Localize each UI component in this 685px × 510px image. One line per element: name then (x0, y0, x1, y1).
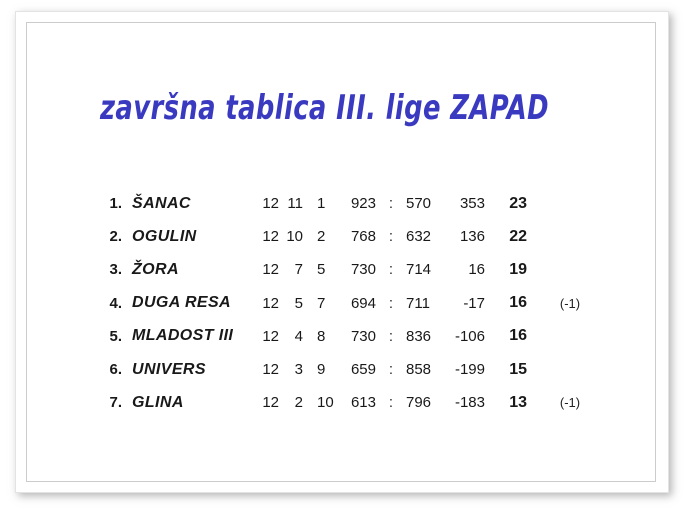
cell-penalty: (-1) (559, 295, 581, 311)
table-row: 5. MLADOST III 12 4 8 730:836 -106 16 (0, 320, 685, 353)
cell-score_for: 923 (350, 195, 376, 213)
score-separator: : (388, 361, 394, 379)
cell-played: 12 (262, 361, 279, 379)
page-title: završna tablica III. lige ZAPAD (100, 88, 549, 128)
table-row: 3. ŽORA 12 7 5 730:714 16 19 (0, 253, 685, 286)
cell-played: 12 (262, 294, 279, 312)
cell-team: MLADOST III (132, 327, 234, 345)
table-row: 7. GLINA 12 2 10 613:796 -183 13 (-1) (0, 386, 685, 419)
cell-team: OGULIN (132, 227, 197, 245)
cell-diff: -183 (454, 394, 485, 412)
cell-points: 22 (509, 227, 527, 245)
cell-team: UNIVERS (132, 360, 206, 378)
cell-losses: 10 (317, 394, 334, 412)
cell-losses: 5 (317, 261, 326, 279)
score-separator: : (388, 294, 394, 312)
cell-losses: 7 (317, 294, 326, 312)
cell-points: 15 (509, 360, 527, 378)
photo-frame (15, 11, 669, 493)
score-separator: : (388, 327, 394, 345)
cell-played: 12 (262, 228, 279, 246)
cell-score_against: 858 (406, 361, 432, 379)
cell-score_for: 768 (350, 228, 376, 246)
standings-table: 1. ŠANAC 12 11 1 923:570 353 23 2. OGULIN 12 10 2 768… (0, 187, 685, 419)
cell-wins: 2 (294, 394, 303, 412)
cell-rank: 7. (109, 394, 122, 412)
cell-penalty: (-1) (559, 395, 581, 411)
cell-rank: 4. (109, 294, 122, 312)
cell-played: 12 (262, 261, 279, 279)
cell-score_against: 796 (406, 394, 432, 412)
cell-played: 12 (262, 327, 279, 345)
cell-losses: 8 (317, 327, 326, 345)
cell-team: GLINA (132, 393, 184, 411)
cell-diff: 136 (459, 228, 485, 246)
cell-score_against: 836 (406, 327, 432, 345)
cell-rank: 2. (109, 228, 122, 246)
cell-score_for: 730 (350, 261, 376, 279)
cell-team: DUGA RESA (132, 294, 232, 312)
cell-score_against: 570 (406, 195, 432, 213)
cell-score_for: 613 (350, 394, 376, 412)
cell-score_against: 632 (406, 228, 432, 246)
table-row: 4. DUGA RESA 12 5 7 694:711 -17 16 (-1) (0, 287, 685, 320)
cell-points: 19 (509, 260, 527, 278)
cell-wins: 11 (287, 195, 303, 213)
cell-points: 16 (509, 327, 527, 345)
cell-diff: 16 (468, 261, 485, 279)
cell-wins: 3 (294, 361, 303, 379)
cell-played: 12 (262, 394, 279, 412)
inner-border (26, 22, 656, 482)
score-separator: : (388, 394, 394, 412)
cell-score_against: 711 (406, 294, 430, 312)
cell-points: 16 (509, 294, 527, 312)
cell-wins: 10 (286, 228, 303, 246)
cell-losses: 1 (317, 195, 326, 213)
score-separator: : (388, 261, 394, 279)
cell-wins: 5 (294, 294, 303, 312)
cell-diff: -106 (454, 327, 485, 345)
cell-score_for: 694 (350, 294, 376, 312)
cell-rank: 3. (109, 261, 122, 279)
table-row: 6. UNIVERS 12 3 9 659:858 -199 15 (0, 353, 685, 386)
cell-wins: 7 (294, 261, 303, 279)
score-separator: : (388, 195, 394, 213)
cell-losses: 2 (317, 228, 326, 246)
cell-score_for: 659 (350, 361, 376, 379)
table-row: 1. ŠANAC 12 11 1 923:570 353 23 (0, 187, 685, 220)
cell-points: 13 (509, 393, 527, 411)
cell-score_for: 730 (350, 327, 376, 345)
cell-diff: 353 (459, 195, 485, 213)
cell-score_against: 714 (406, 261, 432, 279)
cell-rank: 6. (109, 361, 122, 379)
cell-wins: 4 (294, 327, 303, 345)
cell-losses: 9 (317, 361, 326, 379)
cell-points: 23 (509, 194, 527, 212)
cell-team: ŽORA (132, 260, 179, 278)
cell-played: 12 (262, 195, 279, 213)
table-row: 2. OGULIN 12 10 2 768:632 136 22 (0, 220, 685, 253)
cell-rank: 5. (109, 327, 122, 345)
score-separator: : (388, 228, 394, 246)
cell-diff: -17 (463, 294, 485, 312)
cell-rank: 1. (109, 195, 122, 213)
cell-diff: -199 (454, 361, 485, 379)
cell-team: ŠANAC (132, 194, 191, 212)
